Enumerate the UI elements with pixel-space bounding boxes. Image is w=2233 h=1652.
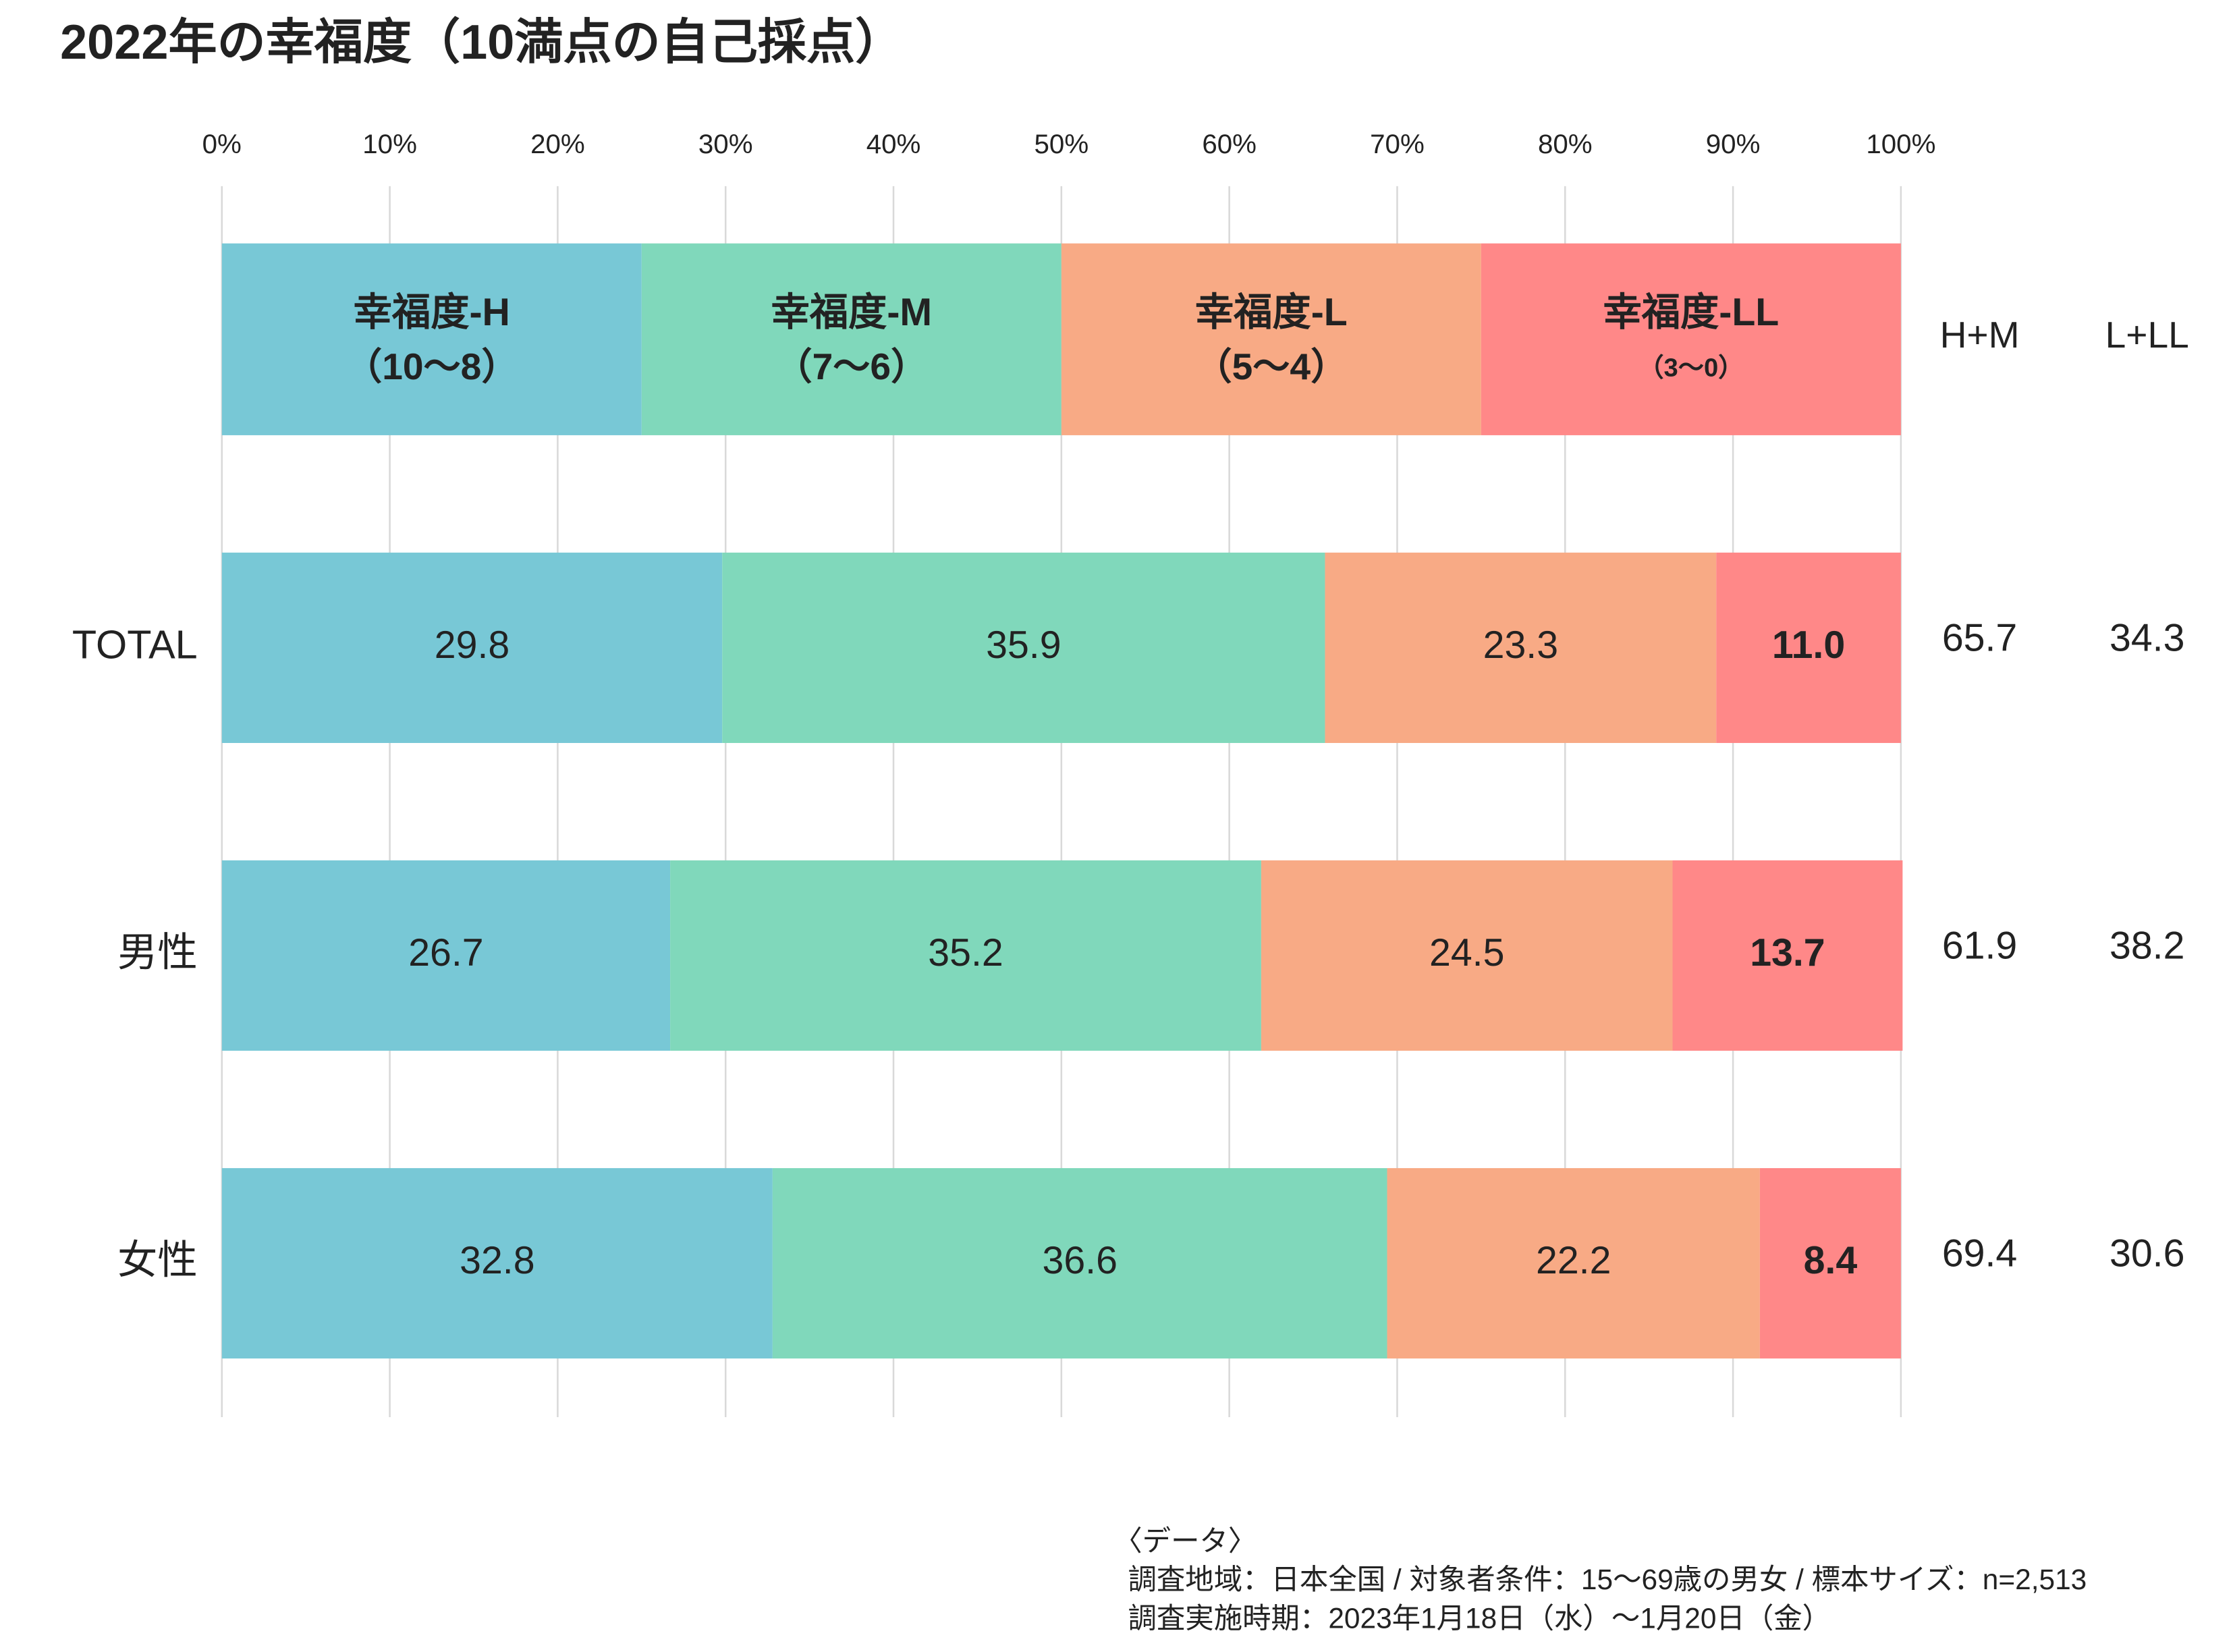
value-label: 36.6 [1042, 1239, 1117, 1282]
bar-segment [722, 552, 1325, 743]
bar-segment [772, 1167, 1387, 1359]
bar-segment [221, 860, 671, 1051]
value-label: 22.2 [1536, 1239, 1611, 1282]
x-tick-label: 10% [362, 129, 417, 159]
y-tick-label: TOTAL [72, 622, 198, 667]
legend-label: 幸福度-L [1195, 291, 1348, 334]
column-value: 65.7 [1942, 616, 2017, 659]
legend-label: 幸福度-LL [1603, 291, 1779, 334]
column-value: 30.6 [2110, 1232, 2184, 1275]
bar-segment [1672, 860, 1903, 1051]
value-label: 32.8 [460, 1239, 534, 1282]
legend-range: （3～0） [1638, 353, 1744, 382]
x-tick-label: 20% [530, 129, 585, 159]
value-label: 23.3 [1483, 624, 1558, 667]
chart-title: 2022年の幸福度（10満点の自己採点） [60, 16, 904, 70]
value-label: 13.7 [1750, 931, 1825, 974]
column-header: L+LL [2105, 314, 2189, 356]
value-label: 11.0 [1772, 624, 1845, 667]
footnote: 調査地域：日本全国 / 対象者条件：15～69歳の男女 / 標本サイズ：n=2,… [1128, 1564, 2087, 1595]
x-tick-label: 90% [1706, 129, 1761, 159]
legend-swatch [1481, 243, 1901, 435]
y-tick-label: 女性 [117, 1238, 198, 1283]
y-tick-label: 男性 [117, 930, 198, 975]
value-label: 24.5 [1429, 931, 1504, 974]
bar-segment [221, 552, 723, 743]
bar-segment [1387, 1167, 1760, 1359]
legend-swatch [641, 243, 1062, 435]
legend-range: （7～6） [775, 346, 928, 387]
x-tick-label: 50% [1035, 129, 1089, 159]
bar-segment [1325, 552, 1717, 743]
x-tick-label: 30% [698, 129, 753, 159]
x-tick-label: 0% [202, 129, 242, 159]
column-value: 38.2 [2110, 924, 2184, 967]
value-label: 35.9 [986, 624, 1061, 667]
value-label: 35.2 [928, 931, 1003, 974]
x-tick-label: 70% [1370, 129, 1425, 159]
column-header: H+M [1940, 314, 2020, 356]
x-tick-label: 100% [1866, 129, 1935, 159]
column-value: 61.9 [1942, 924, 2017, 967]
x-tick-label: 80% [1538, 129, 1593, 159]
column-value: 34.3 [2110, 616, 2184, 659]
bar-segment [221, 1167, 773, 1359]
legend-swatch [221, 243, 642, 435]
value-label: 26.7 [408, 931, 483, 974]
bar-segment [1759, 1167, 1901, 1359]
bar-segment [1261, 860, 1673, 1051]
column-value: 69.4 [1942, 1232, 2017, 1275]
legend-range: （10～8） [345, 346, 518, 387]
legend-swatch [1061, 243, 1481, 435]
bar-segment [670, 860, 1261, 1051]
value-label: 8.4 [1804, 1239, 1858, 1282]
footnote: 〈データ〉 [1113, 1525, 1257, 1557]
x-tick-label: 60% [1202, 129, 1257, 159]
x-tick-label: 40% [866, 129, 921, 159]
legend-label: 幸福度-M [771, 291, 933, 334]
footnote: 調査実施時期：2023年1月18日（水）～1月20日（金） [1128, 1602, 1831, 1634]
legend-range: （5～4） [1194, 346, 1348, 387]
legend-label: 幸福度-H [354, 291, 510, 334]
value-label: 29.8 [435, 624, 509, 667]
bar-segment [1716, 552, 1901, 743]
